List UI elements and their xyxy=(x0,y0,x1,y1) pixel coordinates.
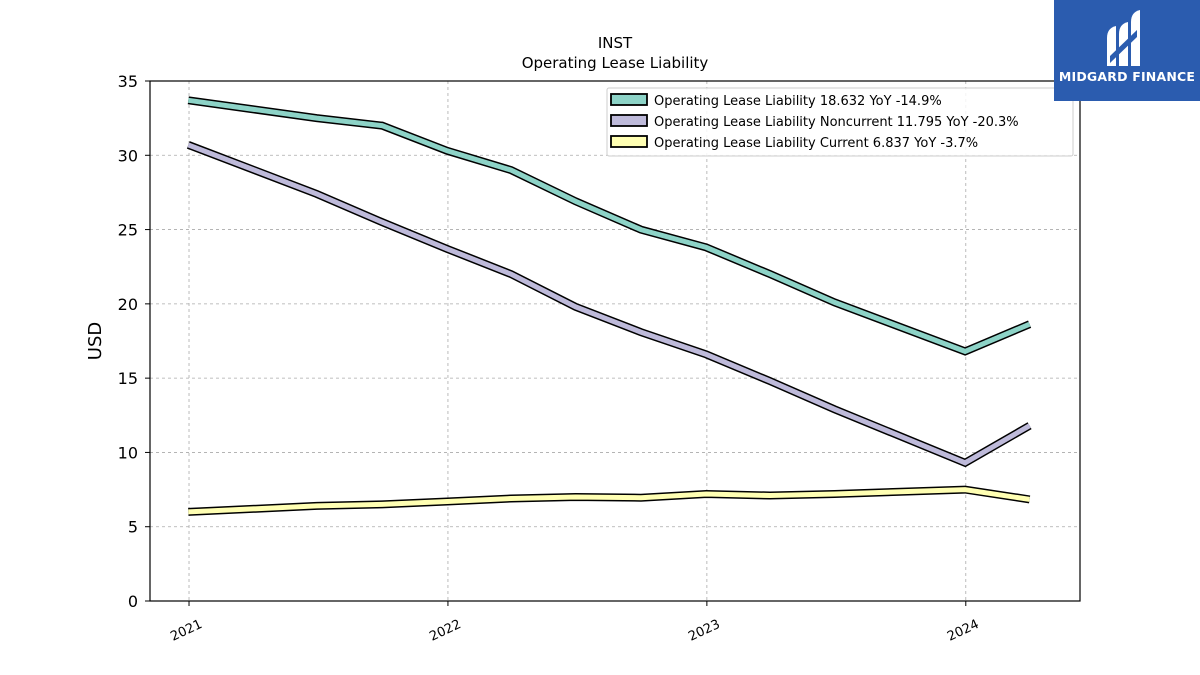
legend-label: Operating Lease Liability Noncurrent 11.… xyxy=(654,115,1019,130)
y-tick-label: 25 xyxy=(118,221,138,240)
brand-name: MIDGARD FINANCE xyxy=(1058,69,1196,84)
legend: Operating Lease Liability 18.632 YoY -14… xyxy=(606,87,1074,157)
legend-swatch xyxy=(610,135,648,148)
y-tick-label: 30 xyxy=(118,146,138,165)
chart-title: INST xyxy=(598,34,633,52)
y-tick-label: 15 xyxy=(118,369,138,388)
y-tick-label: 10 xyxy=(118,443,138,462)
legend-swatch xyxy=(610,93,648,106)
legend-label: Operating Lease Liability Current 6.837 … xyxy=(654,136,978,151)
series-line xyxy=(188,487,1030,515)
y-tick-label: 5 xyxy=(128,518,138,537)
plot-frame xyxy=(149,80,1081,602)
brand-logo: MIDGARD FINANCE xyxy=(1054,0,1200,101)
x-tick-label: 2021 xyxy=(168,617,204,645)
legend-swatch xyxy=(610,114,648,127)
y-tick-label: 0 xyxy=(128,592,138,611)
x-tick-label: 2023 xyxy=(686,617,722,645)
midgard-logo-icon xyxy=(1107,10,1140,66)
series-line xyxy=(187,142,1031,466)
y-tick-label: 20 xyxy=(118,295,138,314)
legend-label: Operating Lease Liability 18.632 YoY -14… xyxy=(654,94,942,109)
series-lines xyxy=(186,96,1032,516)
y-axis-label: USD xyxy=(85,322,106,360)
chart-subtitle: Operating Lease Liability xyxy=(522,54,709,72)
x-tick-label: 2024 xyxy=(945,617,981,645)
y-tick-label: 35 xyxy=(118,72,138,91)
axes: 0 5 10 15 20 25 30 35 2021 2022 2023 2024 xyxy=(118,72,1081,645)
x-tick-label: 2022 xyxy=(427,617,463,645)
series-line xyxy=(187,97,1031,355)
legend-box xyxy=(606,87,1074,157)
